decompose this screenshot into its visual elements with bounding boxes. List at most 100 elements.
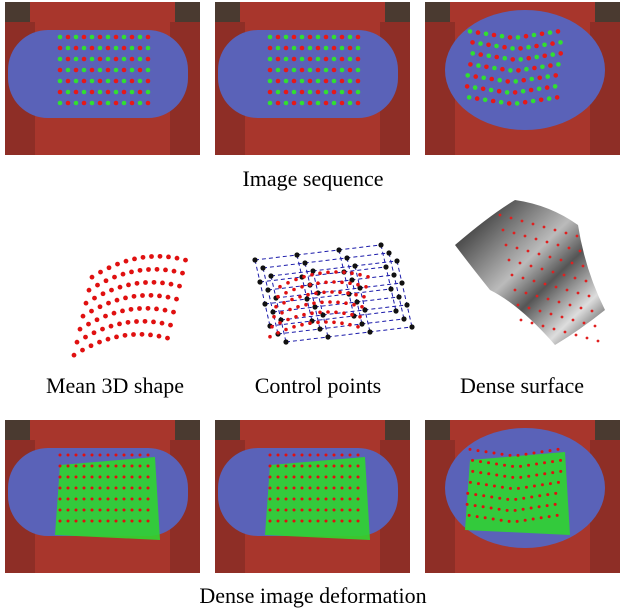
feature-point	[517, 454, 520, 457]
feature-point	[130, 35, 135, 40]
surface-point	[514, 289, 517, 292]
surface-point	[577, 292, 580, 295]
feature-point	[324, 35, 329, 40]
feature-point	[139, 476, 142, 479]
feature-point	[114, 68, 119, 73]
feature-point	[59, 476, 62, 479]
feature-point	[75, 487, 78, 490]
feature-point	[503, 475, 506, 478]
shape-point	[169, 282, 174, 287]
feature-point	[486, 43, 491, 48]
feature-point	[309, 476, 312, 479]
control-point	[396, 294, 401, 299]
feature-point	[75, 520, 78, 523]
shape-point	[100, 327, 105, 332]
surface-point	[525, 292, 528, 295]
surface-point	[561, 316, 564, 319]
shape-point	[308, 321, 312, 325]
feature-point	[106, 68, 111, 73]
feature-point	[348, 35, 353, 40]
shape-point	[272, 315, 276, 319]
shape-point	[346, 291, 350, 295]
feature-point	[543, 461, 546, 464]
feature-point	[543, 472, 546, 475]
feature-point	[534, 44, 539, 49]
feature-point	[540, 32, 545, 37]
shape-point	[278, 321, 282, 325]
feature-point	[268, 68, 273, 73]
feature-point	[107, 476, 110, 479]
feature-point	[509, 454, 512, 457]
feature-point	[489, 77, 494, 82]
feature-point	[341, 476, 344, 479]
feature-point	[131, 454, 134, 457]
feature-point	[277, 476, 280, 479]
surface-point	[569, 304, 572, 307]
feature-point	[123, 520, 126, 523]
feature-point	[293, 509, 296, 512]
shape-point	[364, 285, 368, 289]
feature-point	[317, 509, 320, 512]
feature-point	[550, 41, 555, 46]
shape-point	[121, 272, 126, 277]
feature-point	[123, 465, 126, 468]
shape-point	[302, 313, 306, 317]
surface-point	[499, 214, 502, 217]
panel-label: Control points	[255, 373, 382, 398]
feature-point	[508, 68, 513, 73]
feature-point	[545, 74, 550, 79]
feature-point	[490, 507, 493, 510]
shape-point	[140, 293, 145, 298]
feature-point	[269, 487, 272, 490]
shape-point	[163, 268, 168, 273]
feature-point	[138, 46, 143, 51]
feature-point	[130, 57, 135, 62]
feature-point	[293, 520, 296, 523]
feature-point	[98, 90, 103, 95]
shape-point	[334, 270, 338, 274]
feature-point	[532, 518, 535, 521]
feature-point	[138, 90, 143, 95]
feature-point	[123, 476, 126, 479]
feature-point	[333, 520, 336, 523]
shape-point	[78, 327, 83, 332]
feature-point	[473, 74, 478, 79]
surface-point	[546, 241, 549, 244]
feature-point	[122, 101, 127, 106]
lattice-line	[260, 267, 385, 282]
surface-point	[543, 226, 546, 229]
surface-point	[566, 289, 569, 292]
feature-point	[533, 452, 536, 455]
surface-point	[542, 325, 545, 328]
feature-point	[516, 520, 519, 523]
feature-point	[67, 509, 70, 512]
feature-point	[340, 57, 345, 62]
feature-point	[548, 63, 553, 68]
feature-point	[356, 90, 361, 95]
shape-point	[132, 294, 137, 299]
feature-point	[547, 96, 552, 101]
feature-point	[530, 507, 533, 510]
shape-point	[300, 323, 304, 327]
feature-point	[269, 498, 272, 501]
surface-point	[535, 238, 538, 241]
feature-point	[90, 101, 95, 106]
feature-point	[521, 78, 526, 83]
feature-point	[268, 46, 273, 51]
feature-point	[325, 509, 328, 512]
feature-point	[514, 498, 517, 501]
shape-point	[298, 295, 302, 299]
surface-point	[582, 265, 585, 268]
feature-point	[277, 465, 280, 468]
feature-point	[341, 454, 344, 457]
surface-point	[522, 277, 525, 280]
shape-point	[278, 285, 282, 289]
shape-point	[143, 319, 148, 324]
shape-point	[316, 281, 320, 285]
feature-point	[99, 454, 102, 457]
shape-point	[344, 301, 348, 305]
shape-point	[129, 270, 134, 275]
shape-point	[89, 309, 94, 314]
control-point	[252, 257, 257, 262]
shape-point	[316, 321, 320, 325]
